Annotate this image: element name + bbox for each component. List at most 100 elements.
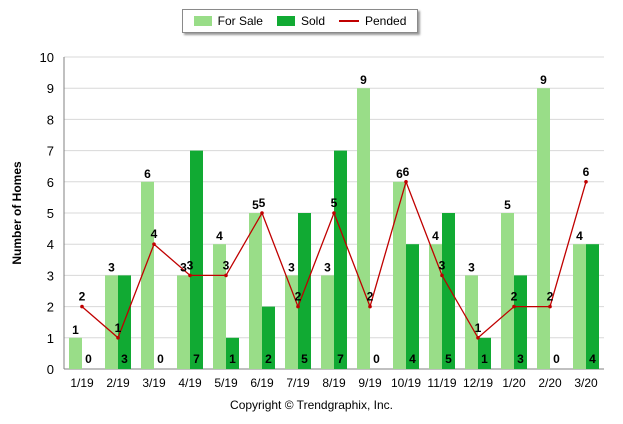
- y-tick-label: 2: [47, 300, 54, 315]
- bar-for-sale: [573, 244, 586, 369]
- data-label-pended: 2: [295, 290, 302, 304]
- chart-legend: For Sale Sold Pended: [182, 9, 418, 33]
- y-tick-label: 7: [47, 144, 54, 159]
- x-tick-label: 4/19: [178, 376, 202, 390]
- data-label-pended: 3: [187, 258, 194, 272]
- y-tick-label: 6: [47, 175, 54, 190]
- bar-for-sale: [429, 244, 442, 369]
- pended-point: [224, 273, 228, 278]
- data-label-for-sale: 4: [432, 229, 439, 243]
- bar-for-sale: [177, 275, 190, 369]
- data-label-for-sale: 5: [252, 198, 259, 212]
- data-label-pended: 2: [547, 290, 554, 304]
- legend-swatch-for-sale: [193, 16, 212, 26]
- data-label-pended: 1: [475, 321, 482, 335]
- x-tick-label: 12/19: [463, 376, 493, 390]
- data-label-for-sale: 1: [72, 323, 79, 337]
- x-tick-label: 8/19: [322, 376, 346, 390]
- data-label-for-sale: 3: [324, 260, 331, 274]
- bar-for-sale: [141, 181, 154, 369]
- data-label-pended: 3: [223, 258, 230, 272]
- data-label-for-sale: 9: [360, 73, 367, 87]
- data-label-for-sale: 3: [288, 260, 295, 274]
- pended-point: [80, 304, 84, 309]
- x-tick-label: 3/19: [142, 376, 166, 390]
- x-tick-label: 2/19: [106, 376, 130, 390]
- data-label-for-sale: 3: [468, 260, 475, 274]
- bar-sold: [514, 275, 527, 369]
- bar-sold: [442, 213, 455, 369]
- data-label-pended: 3: [439, 258, 446, 272]
- data-label-sold: 1: [481, 352, 488, 366]
- data-label-sold: 3: [121, 352, 128, 366]
- legend-swatch-pended: [339, 20, 359, 22]
- pended-point: [404, 180, 408, 184]
- pended-point: [368, 304, 372, 309]
- x-tick-label: 3/20: [574, 376, 598, 390]
- x-tick-label: 6/19: [250, 376, 274, 390]
- data-label-sold: 7: [337, 352, 344, 366]
- y-tick-label: 8: [47, 112, 54, 127]
- data-label-for-sale: 6: [144, 167, 151, 181]
- bar-for-sale: [105, 275, 118, 369]
- y-tick-label: 3: [47, 268, 54, 283]
- bar-sold: [586, 244, 599, 369]
- data-label-pended: 5: [331, 196, 338, 210]
- data-label-sold: 4: [409, 352, 416, 366]
- x-tick-label: 5/19: [214, 376, 238, 390]
- y-axis-title: Number of Homes: [10, 161, 24, 265]
- data-label-sold: 2: [265, 352, 272, 366]
- legend-swatch-sold: [276, 16, 295, 26]
- bar-for-sale: [321, 275, 334, 369]
- bar-for-sale: [69, 337, 82, 369]
- data-label-for-sale: 6: [396, 167, 403, 181]
- y-tick-label: 5: [47, 206, 54, 221]
- legend-item-pended: Pended: [339, 14, 406, 28]
- x-tick-label: 7/19: [286, 376, 310, 390]
- x-tick-label: 11/19: [427, 376, 456, 390]
- data-label-sold: 3: [517, 352, 524, 366]
- data-label-sold: 1: [229, 352, 236, 366]
- data-label-pended: 5: [259, 196, 266, 210]
- pended-point: [512, 304, 516, 309]
- x-tick-label: 9/19: [358, 376, 382, 390]
- legend-item-for-sale: For Sale: [193, 14, 263, 28]
- bar-sold: [478, 337, 491, 369]
- pended-point: [116, 336, 120, 340]
- bar-sold: [226, 337, 239, 369]
- data-label-for-sale: 4: [216, 229, 223, 243]
- data-label-pended: 2: [367, 290, 374, 304]
- y-tick-label: 10: [40, 50, 54, 65]
- bar-for-sale: [357, 88, 370, 369]
- bar-for-sale: [393, 181, 406, 369]
- data-label-sold: 0: [85, 352, 92, 366]
- bar-sold: [334, 150, 347, 369]
- data-label-pended: 6: [403, 165, 410, 179]
- bar-sold: [406, 244, 419, 369]
- x-tick-label: 2/20: [538, 376, 562, 390]
- pended-point: [152, 242, 156, 246]
- data-label-sold: 7: [193, 352, 200, 366]
- data-label-pended: 4: [151, 227, 158, 241]
- bar-for-sale: [537, 88, 550, 369]
- x-tick-label: 1/20: [502, 376, 526, 390]
- data-label-sold: 0: [157, 352, 164, 366]
- y-tick-label: 4: [47, 237, 54, 252]
- legend-label-for-sale: For Sale: [217, 14, 263, 28]
- bar-sold: [190, 150, 203, 369]
- pended-point: [260, 211, 264, 215]
- bar-sold: [262, 306, 275, 369]
- data-label-pended: 6: [583, 165, 590, 179]
- pended-point: [188, 273, 192, 278]
- data-label-for-sale: 9: [540, 73, 547, 87]
- data-label-sold: 0: [373, 352, 380, 366]
- pended-point: [476, 336, 480, 340]
- x-tick-label: 10/19: [391, 376, 421, 390]
- data-label-sold: 4: [589, 352, 596, 366]
- legend-label-sold: Sold: [300, 14, 325, 28]
- data-label-sold: 5: [445, 352, 452, 366]
- y-tick-label: 9: [47, 81, 54, 96]
- bar-for-sale: [501, 213, 514, 369]
- copyright-text: Copyright © Trendgraphix, Inc.: [230, 398, 393, 412]
